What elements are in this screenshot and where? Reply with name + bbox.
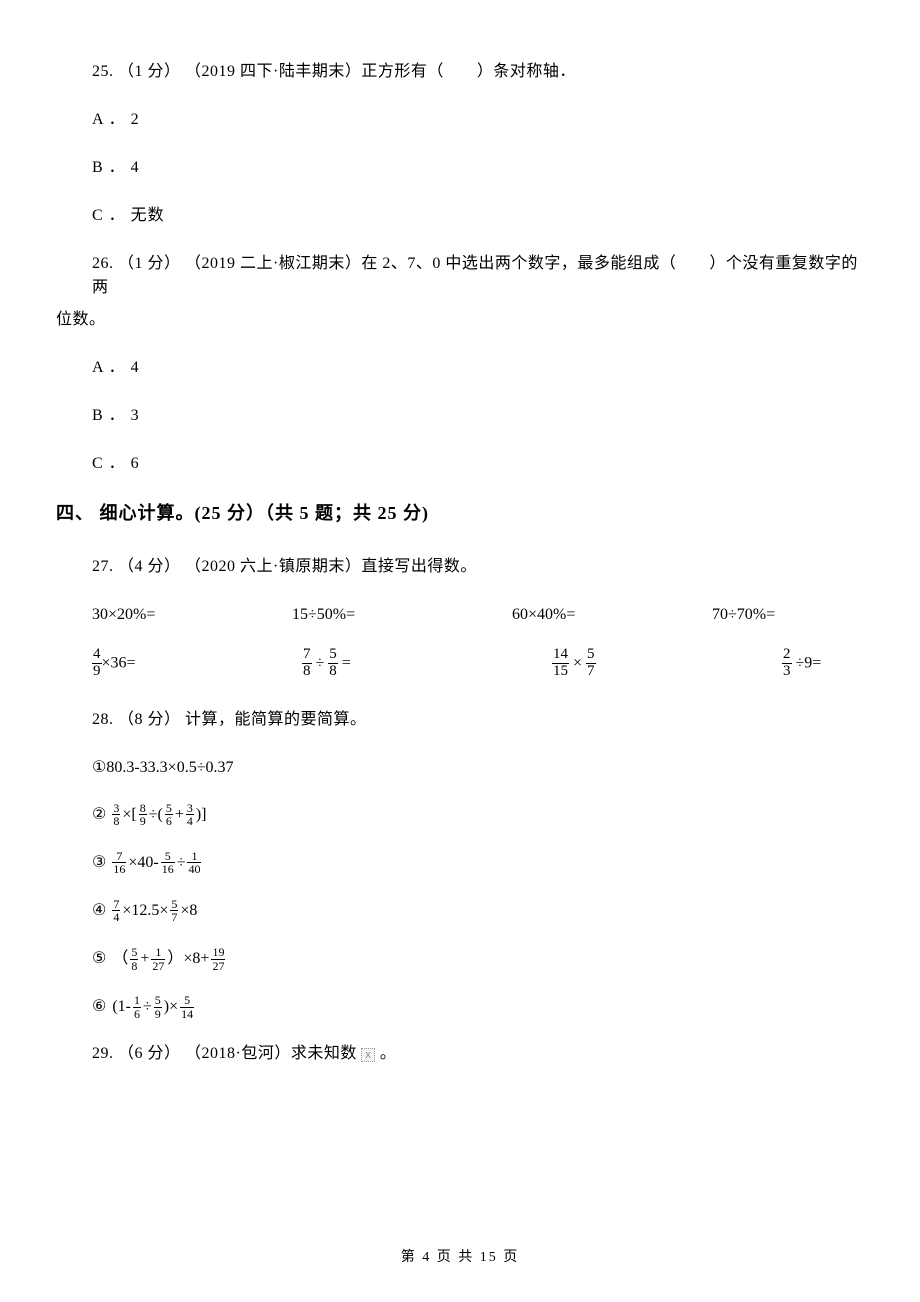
q26-option-b: B ． 3 xyxy=(56,404,864,428)
q27-r2-c3: 1415 × 57 xyxy=(552,647,782,680)
q27-r1-c1: 30×20%= xyxy=(92,603,292,627)
page-footer: 第 4 页 共 15 页 xyxy=(0,1247,920,1268)
q25-option-a: A ． 2 xyxy=(56,108,864,132)
q26-option-c: C ． 6 xyxy=(56,452,864,476)
q26-option-a: A ． 4 xyxy=(56,356,864,380)
q26-stem-line2: 位数。 xyxy=(56,308,864,332)
q28-expr-5: ⑤ （ 58 + 127 ）×8+ 1927 xyxy=(56,946,864,972)
q28-expr-6: ⑥ (1- 16 ÷ 59 )× 514 xyxy=(56,994,864,1020)
variable-x-icon: x xyxy=(361,1048,375,1062)
q27-r1-c3: 60×40%= xyxy=(512,603,712,627)
q27-r2-c2: 78 ÷ 58 = xyxy=(302,647,552,680)
q28-expr-3: ③ 716 ×40- 516 ÷ 140 xyxy=(56,850,864,876)
q29-stem: 29. （6 分） （2018·包河）求未知数 x 。 xyxy=(56,1042,864,1066)
q27-r2-c4: 23 ÷9= xyxy=(782,647,864,680)
q27-row1: 30×20%= 15÷50%= 60×40%= 70÷70%= xyxy=(56,603,864,627)
q27-r1-c2: 15÷50%= xyxy=(292,603,512,627)
q28-stem: 28. （8 分） 计算，能简算的要简算。 xyxy=(56,708,864,732)
q27-r1-c4: 70÷70%= xyxy=(712,603,864,627)
q26-stem-line1: 26. （1 分） （2019 二上·椒江期末）在 2、7、0 中选出两个数字，… xyxy=(56,252,864,300)
q27-stem: 27. （4 分） （2020 六上·镇原期末）直接写出得数。 xyxy=(56,555,864,579)
q27-row2: 49×36= 78 ÷ 58 = 1415 × 57 23 ÷9= xyxy=(56,647,864,680)
q25-stem: 25. （1 分） （2019 四下·陆丰期末）正方形有（ ）条对称轴． xyxy=(56,60,864,84)
q25-option-b: B ． 4 xyxy=(56,156,864,180)
q25-option-c: C ． 无数 xyxy=(56,204,864,228)
q28-expr-2: ② 38 ×[ 89 ÷( 56 + 34 )] xyxy=(56,802,864,828)
q27-r2-c1: 49×36= xyxy=(92,647,302,680)
q28-expr-4: ④ 74 ×12.5× 57 ×8 xyxy=(56,898,864,924)
q28-expr-1: ①80.3-33.3×0.5÷0.37 xyxy=(56,756,864,780)
section-4-heading: 四、 细心计算。(25 分）（共 5 题；共 25 分) xyxy=(56,500,864,527)
